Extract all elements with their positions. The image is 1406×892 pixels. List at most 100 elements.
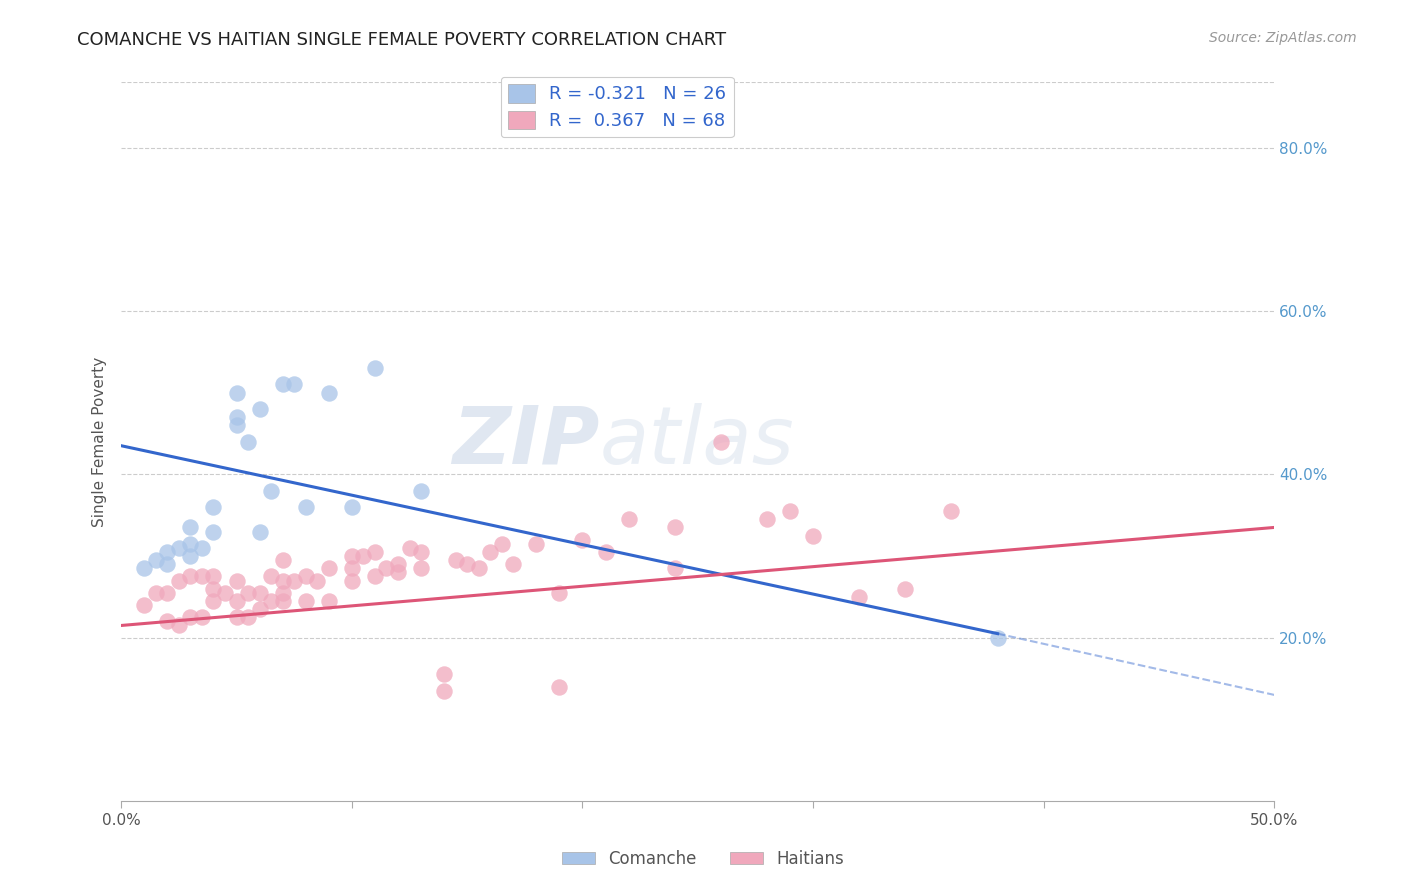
Point [340,561,363,575]
Point [941,504,963,518]
Point [179,537,201,551]
Point [236,610,259,624]
Point [444,553,467,567]
Point [409,483,432,498]
Point [179,520,201,534]
Point [801,528,824,542]
Point [156,545,179,559]
Point [479,545,502,559]
Point [225,418,247,433]
Point [202,582,225,596]
Point [294,569,316,583]
Point [848,590,870,604]
Point [307,574,329,588]
Point [191,541,214,555]
Point [340,500,363,514]
Point [364,361,387,376]
Point [167,541,190,555]
Point [249,586,271,600]
Point [294,500,316,514]
Point [283,574,305,588]
Point [260,594,283,608]
Text: Source: ZipAtlas.com: Source: ZipAtlas.com [1209,31,1357,45]
Point [191,569,214,583]
Point [260,569,283,583]
Point [134,598,156,612]
Point [756,512,779,526]
Point [179,549,201,563]
Point [236,586,259,600]
Point [318,385,340,400]
Point [283,377,305,392]
Point [225,594,247,608]
Point [249,602,271,616]
Point [167,574,190,588]
Point [225,385,247,400]
Point [271,574,294,588]
Point [710,434,733,449]
Point [664,561,686,575]
Point [318,594,340,608]
Point [548,680,571,694]
Point [340,549,363,563]
Point [433,683,456,698]
Point [225,610,247,624]
Point [387,566,409,580]
Point [236,434,259,449]
Y-axis label: Single Female Poverty: Single Female Poverty [93,357,107,527]
Point [156,586,179,600]
Point [156,615,179,629]
Point [524,537,547,551]
Point [340,574,363,588]
Point [491,537,513,551]
Point [202,500,225,514]
Point [571,533,593,547]
Point [456,558,478,572]
Point [271,586,294,600]
Point [156,558,179,572]
Point [387,558,409,572]
Text: atlas: atlas [600,402,794,481]
Point [249,524,271,539]
Point [409,545,432,559]
Point [433,667,456,681]
Text: COMANCHE VS HAITIAN SINGLE FEMALE POVERTY CORRELATION CHART: COMANCHE VS HAITIAN SINGLE FEMALE POVERT… [77,31,727,49]
Point [134,561,156,575]
Point [202,594,225,608]
Point [202,524,225,539]
Point [271,553,294,567]
Point [894,582,917,596]
Point [409,561,432,575]
Point [260,483,283,498]
Point [595,545,617,559]
Point [467,561,489,575]
Point [145,553,167,567]
Point [179,610,201,624]
Point [364,545,387,559]
Point [318,561,340,575]
Point [617,512,640,526]
Point [271,377,294,392]
Point [294,594,316,608]
Text: ZIP: ZIP [453,402,600,481]
Point [987,631,1010,645]
Point [375,561,398,575]
Point [167,618,190,632]
Point [225,410,247,425]
Point [664,520,686,534]
Legend: Comanche, Haitians: Comanche, Haitians [555,844,851,875]
Point [364,569,387,583]
Point [191,610,214,624]
Point [214,586,236,600]
Point [271,594,294,608]
Point [398,541,420,555]
Point [145,586,167,600]
Point [502,558,524,572]
Point [779,504,801,518]
Point [548,586,571,600]
Point [202,569,225,583]
Legend: R = -0.321   N = 26, R =  0.367   N = 68: R = -0.321 N = 26, R = 0.367 N = 68 [501,77,734,137]
Point [352,549,374,563]
Point [249,401,271,416]
Point [225,574,247,588]
